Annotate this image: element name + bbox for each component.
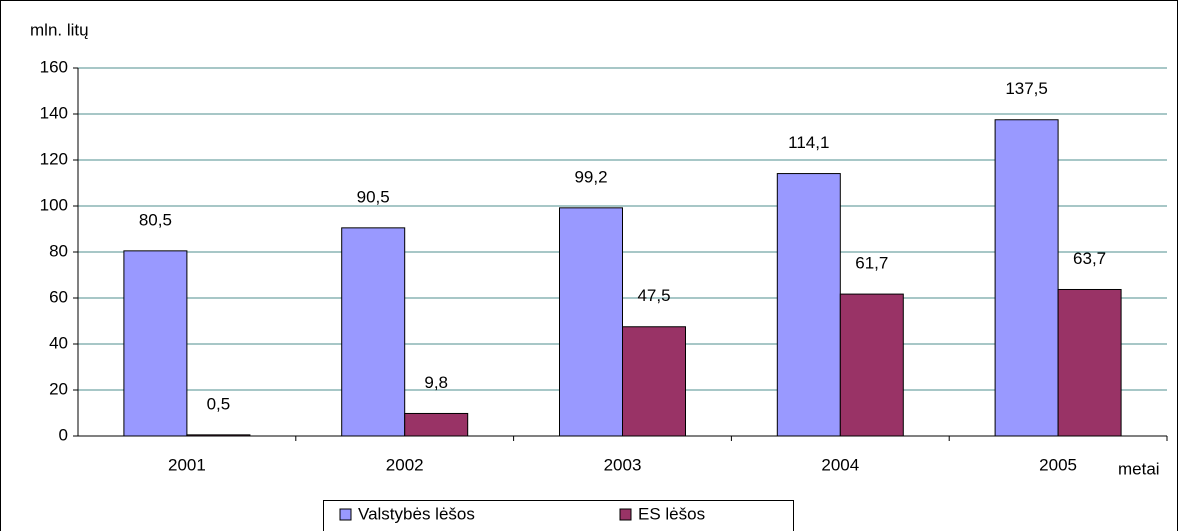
x-tick-label: 2005: [1039, 455, 1077, 474]
bar: [559, 207, 623, 437]
value-label: 9,8: [424, 373, 448, 392]
value-label: 80,5: [139, 210, 172, 229]
y-tick-label: 160: [40, 57, 68, 76]
x-axis-label: metai: [1118, 459, 1160, 478]
x-tick-label: 2001: [168, 455, 206, 474]
x-tick-label: 2004: [821, 455, 859, 474]
bar: [123, 250, 188, 437]
bar: [341, 227, 406, 437]
legend-label: ES lėšos: [638, 504, 705, 523]
bar: [994, 119, 1059, 437]
bar: [404, 412, 469, 437]
y-tick-label: 40: [49, 333, 68, 352]
y-tick-label: 140: [40, 103, 68, 122]
value-label: 90,5: [357, 187, 390, 206]
x-tick-label: 2003: [604, 455, 642, 474]
bar: [622, 326, 686, 437]
value-label: 63,7: [1073, 249, 1106, 268]
y-tick-label: 100: [40, 195, 68, 214]
x-tick-label: 2002: [386, 455, 424, 474]
bar: [1057, 288, 1122, 437]
y-tick-label: 60: [49, 287, 68, 306]
value-label: 61,7: [855, 254, 888, 273]
legend-swatch: [339, 508, 352, 521]
y-tick-label: 80: [49, 241, 68, 260]
y-tick-label: 20: [49, 379, 68, 398]
bar: [839, 293, 904, 437]
value-label: 0,5: [207, 394, 231, 413]
legend-swatch: [619, 508, 632, 521]
legend-label: Valstybės lėšos: [358, 504, 475, 523]
y-tick-label: 0: [59, 425, 68, 444]
y-axis-label: mln. litų: [30, 20, 89, 39]
y-tick-label: 120: [40, 149, 68, 168]
legend-box: [323, 500, 794, 531]
value-label: 137,5: [1005, 79, 1048, 98]
value-label: 99,2: [574, 167, 607, 186]
value-label: 47,5: [637, 286, 670, 305]
value-label: 114,1: [788, 133, 829, 152]
bar: [776, 173, 841, 437]
